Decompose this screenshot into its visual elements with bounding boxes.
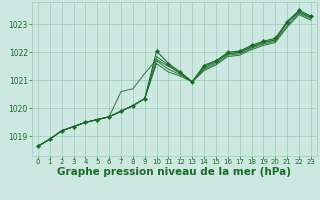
X-axis label: Graphe pression niveau de la mer (hPa): Graphe pression niveau de la mer (hPa) bbox=[57, 167, 292, 177]
